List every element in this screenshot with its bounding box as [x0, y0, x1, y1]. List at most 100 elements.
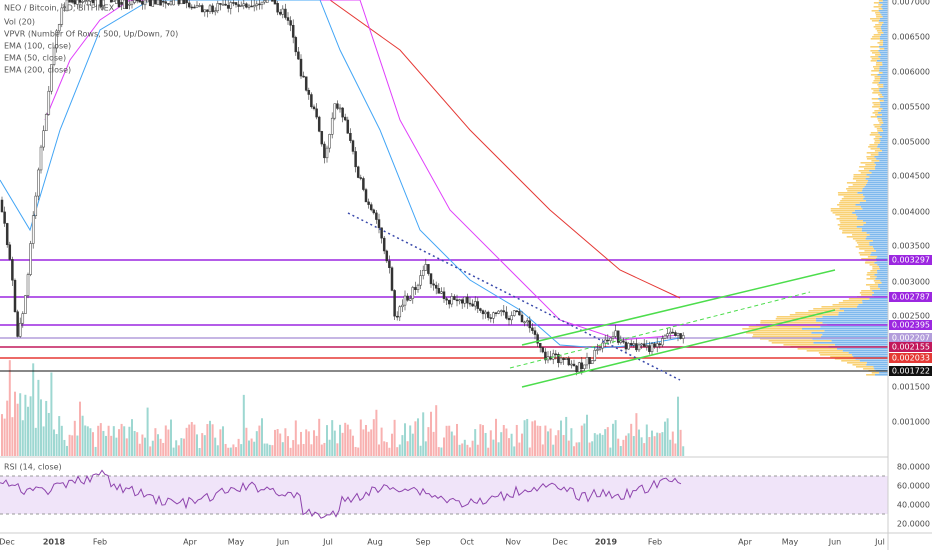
vp-up — [878, 50, 888, 52]
volume-bar — [435, 405, 438, 456]
volume-bar — [362, 429, 365, 456]
volume-bar — [625, 435, 627, 456]
volume-bar — [164, 425, 167, 456]
volume-bar — [604, 429, 607, 456]
candle-body — [55, 30, 58, 49]
vp-down — [879, 100, 884, 102]
volume-bar — [635, 413, 638, 456]
price-tick-label: 0.005500 — [892, 103, 930, 112]
volume-bar — [492, 439, 495, 456]
vp-down — [873, 104, 881, 106]
candle-body — [299, 58, 303, 77]
channel-lower — [521, 309, 836, 388]
candle-body — [515, 310, 519, 313]
candle-body — [78, 0, 82, 3]
volume-bar — [279, 433, 282, 456]
candle-body — [486, 311, 490, 318]
volume-bar — [578, 442, 581, 456]
vp-down — [848, 298, 870, 300]
candle-body — [622, 340, 625, 343]
vp-down — [783, 344, 835, 346]
price-badge-label: 0.003297 — [892, 256, 930, 265]
candle-body — [437, 288, 441, 294]
volume-profile — [742, 0, 888, 376]
vp-up — [883, 122, 888, 124]
price-tick-label: 0.006500 — [892, 33, 930, 42]
vp-up — [843, 310, 888, 312]
vp-down — [742, 328, 802, 330]
candle-body — [362, 178, 365, 190]
candle-body — [598, 347, 602, 350]
volume-bar — [227, 447, 230, 456]
vp-up — [882, 108, 888, 110]
volume-bar — [528, 447, 531, 456]
candle-body — [523, 321, 526, 324]
candle-body — [143, 0, 147, 6]
volume-bar — [253, 441, 256, 456]
volume-bar — [648, 437, 651, 456]
volume-bar — [521, 433, 523, 456]
volume-bar — [302, 443, 305, 456]
volume-bar — [76, 435, 79, 456]
candle-body — [182, 0, 186, 5]
candle-body — [463, 296, 467, 304]
vp-down — [818, 352, 849, 354]
volume-bar — [619, 446, 622, 456]
vp-down — [813, 308, 840, 310]
vp-down — [864, 168, 876, 170]
candle-body — [663, 335, 667, 339]
vp-down — [864, 262, 875, 264]
vp-down — [878, 8, 883, 10]
time-tick-label: Nov — [505, 538, 521, 547]
vp-up — [879, 80, 888, 82]
volume-bar — [115, 437, 118, 456]
vp-down — [874, 110, 881, 112]
vp-up — [877, 264, 888, 266]
volume-bar — [554, 435, 557, 456]
volume-bar — [37, 379, 40, 456]
vp-up — [880, 126, 888, 128]
volume-bar — [515, 424, 518, 456]
candle-body — [538, 342, 542, 348]
volume-bar — [183, 438, 185, 456]
price-tick-label: 0.004500 — [892, 172, 930, 181]
candle-body — [385, 250, 389, 262]
vp-down — [840, 222, 866, 224]
candle-body — [593, 349, 597, 361]
vp-up — [813, 342, 888, 344]
volume-bar — [370, 429, 373, 456]
vp-up — [872, 246, 888, 248]
vp-down — [834, 358, 856, 360]
volume-bar — [170, 419, 172, 456]
vp-down — [866, 158, 877, 160]
vp-up — [874, 156, 888, 158]
vp-up — [881, 28, 888, 30]
candle-body — [536, 334, 539, 344]
volume-bar — [250, 438, 253, 456]
vp-up — [873, 292, 888, 294]
vp-up — [881, 6, 888, 8]
volume-bar — [320, 444, 323, 456]
candle-body — [520, 314, 524, 323]
candle-body — [559, 357, 563, 364]
candle-body — [24, 295, 27, 314]
candle-body — [89, 0, 92, 2]
candle-body — [382, 237, 386, 252]
vp-up — [883, 22, 888, 24]
vp-down — [872, 92, 881, 94]
vp-up — [877, 256, 888, 258]
candle-body — [590, 360, 594, 365]
volume-bar — [365, 424, 367, 456]
candle-body — [115, 0, 118, 4]
vp-up — [880, 54, 888, 56]
candle-body — [528, 320, 532, 329]
volume-bar — [68, 434, 71, 456]
vp-up — [878, 98, 888, 100]
vp-up — [881, 136, 888, 138]
candle-body — [258, 3, 261, 6]
candle-body — [26, 274, 30, 296]
candle-body — [401, 304, 404, 308]
vp-down — [873, 2, 880, 4]
candle-body — [195, 5, 199, 8]
volume-bar — [432, 431, 435, 456]
